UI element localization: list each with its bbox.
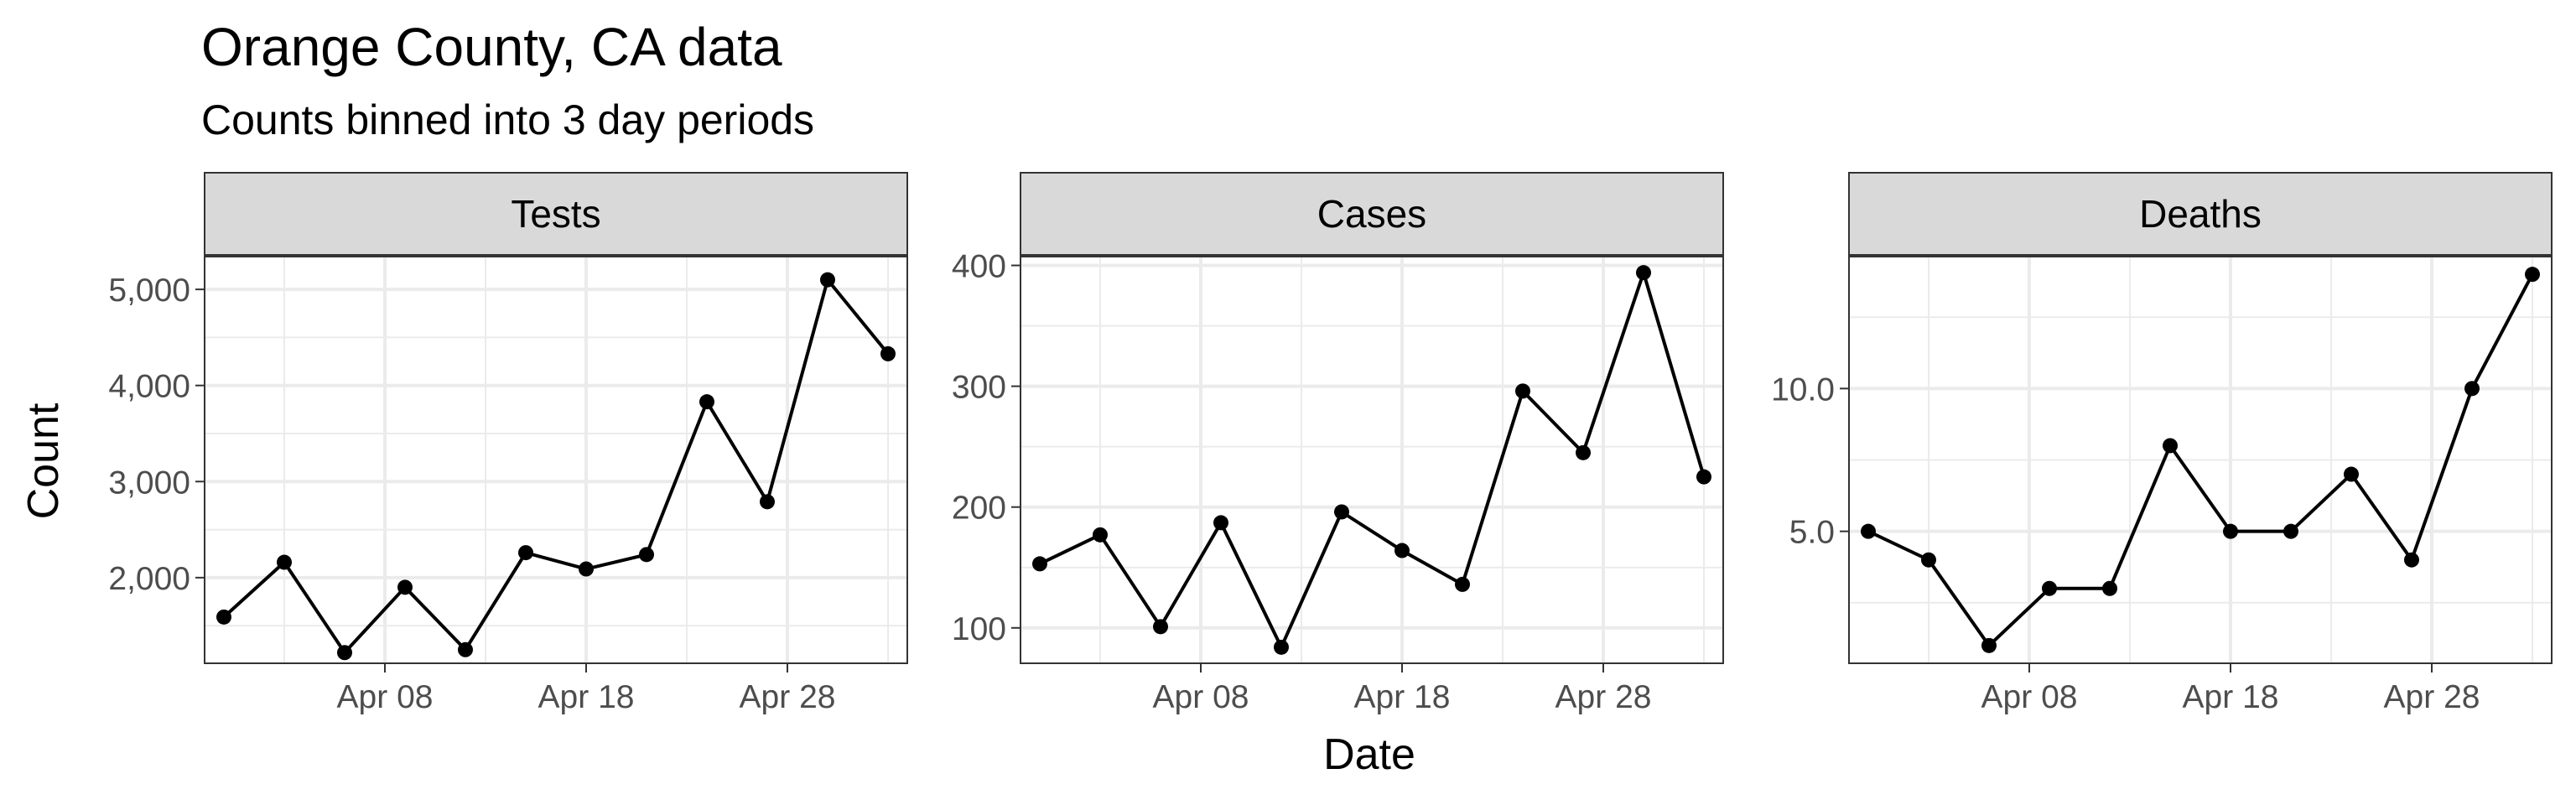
x-tick-label: Apr 28 xyxy=(2384,679,2480,715)
x-tick-label: Apr 18 xyxy=(1354,679,1451,715)
plot-svg-deaths: Apr 08 Apr 18 Apr 28 5.0 10.0 xyxy=(1771,256,2553,715)
x-tick-label: Apr 18 xyxy=(538,679,635,715)
data-point xyxy=(1696,469,1711,485)
y-tick-label: 3,000 xyxy=(108,465,190,501)
data-point xyxy=(2102,580,2117,596)
facet-panel-tests: Tests Apr 08 Apr 18 Apr 28 2,000 3,000 4,000 5… xyxy=(108,172,908,715)
y-tick-label: 200 xyxy=(952,491,1006,527)
data-point xyxy=(1576,444,1591,460)
data-point xyxy=(1213,515,1228,531)
data-point xyxy=(1334,504,1349,520)
y-axis-label: Count xyxy=(19,402,68,520)
data-point xyxy=(1921,552,1936,568)
facet-panel-deaths: Deaths Apr 08 Apr 18 Apr 28 5.0 10.0 xyxy=(1771,172,2553,715)
data-point xyxy=(2163,438,2178,454)
data-point xyxy=(216,609,231,625)
plot-background xyxy=(204,256,908,664)
plot-background xyxy=(1020,256,1724,664)
data-point xyxy=(2223,523,2238,539)
panel-border xyxy=(204,256,908,664)
data-point xyxy=(1515,383,1530,399)
data-point xyxy=(820,272,835,288)
facet-strip-cases: Cases xyxy=(1020,172,1724,256)
facet-panel-cases: Cases Apr 08 Apr 18 Apr 28 100 200 300 400 xyxy=(952,172,1724,715)
x-axis-label: Date xyxy=(1323,730,1415,779)
y-tick-label: 4,000 xyxy=(108,369,190,405)
data-point xyxy=(1093,527,1108,543)
data-point xyxy=(1032,556,1047,572)
data-point xyxy=(699,394,714,410)
chart-title: Orange County, CA data xyxy=(201,17,782,77)
plot-svg-tests: Apr 08 Apr 18 Apr 28 2,000 3,000 4,000 5,000 xyxy=(108,256,908,715)
data-point xyxy=(1274,639,1289,655)
data-point xyxy=(760,494,775,510)
data-point xyxy=(1636,265,1651,281)
x-tick-label: Apr 28 xyxy=(740,679,836,715)
panel-border xyxy=(1848,256,2553,664)
facet-strip-tests: Tests xyxy=(204,172,908,256)
data-point xyxy=(1153,619,1168,635)
series-line-tests xyxy=(222,278,890,655)
x-tick-label: Apr 28 xyxy=(1555,679,1652,715)
plot-area-tests: Apr 08 Apr 18 Apr 28 2,000 3,000 4,000 5,000 xyxy=(108,256,908,715)
y-tick-label: 10.0 xyxy=(1771,371,1835,408)
data-point xyxy=(277,554,292,570)
y-tick-label: 2,000 xyxy=(108,561,190,597)
panel-border xyxy=(1020,256,1724,664)
data-point xyxy=(518,545,533,561)
data-point xyxy=(1861,523,1876,539)
data-point xyxy=(1981,637,1997,653)
y-tick-label: 5.0 xyxy=(1789,515,1835,551)
y-tick-label: 100 xyxy=(952,611,1006,647)
data-point xyxy=(2525,267,2540,283)
plot-area-deaths: Apr 08 Apr 18 Apr 28 5.0 10.0 xyxy=(1771,256,2553,715)
x-tick-label: Apr 18 xyxy=(2183,679,2279,715)
data-point xyxy=(2404,552,2419,568)
data-point xyxy=(2283,523,2298,539)
data-point xyxy=(2344,466,2359,482)
data-point xyxy=(579,561,594,577)
data-point xyxy=(1394,543,1410,558)
data-point xyxy=(2464,381,2480,397)
series-line-deaths xyxy=(1867,273,2534,647)
data-point xyxy=(639,547,654,563)
y-tick-label: 5,000 xyxy=(108,273,190,309)
plot-area-cases: Apr 08 Apr 18 Apr 28 100 200 300 400 xyxy=(952,249,1724,715)
x-tick-label: Apr 08 xyxy=(337,679,434,715)
series-line-cases xyxy=(1039,271,1706,649)
x-tick-label: Apr 08 xyxy=(1153,679,1249,715)
data-point xyxy=(2042,580,2057,596)
y-tick-label: 400 xyxy=(952,249,1006,285)
chart-subtitle: Counts binned into 3 day periods xyxy=(201,96,815,143)
data-point xyxy=(458,641,473,657)
facet-strip-deaths: Deaths xyxy=(1848,172,2553,256)
y-tick-label: 300 xyxy=(952,370,1006,406)
x-tick-label: Apr 08 xyxy=(1981,679,2078,715)
data-point xyxy=(397,579,413,595)
plot-svg-cases: Apr 08 Apr 18 Apr 28 100 200 300 400 xyxy=(952,249,1724,715)
data-point xyxy=(880,345,896,361)
data-point xyxy=(337,645,352,661)
data-point xyxy=(1455,576,1470,592)
